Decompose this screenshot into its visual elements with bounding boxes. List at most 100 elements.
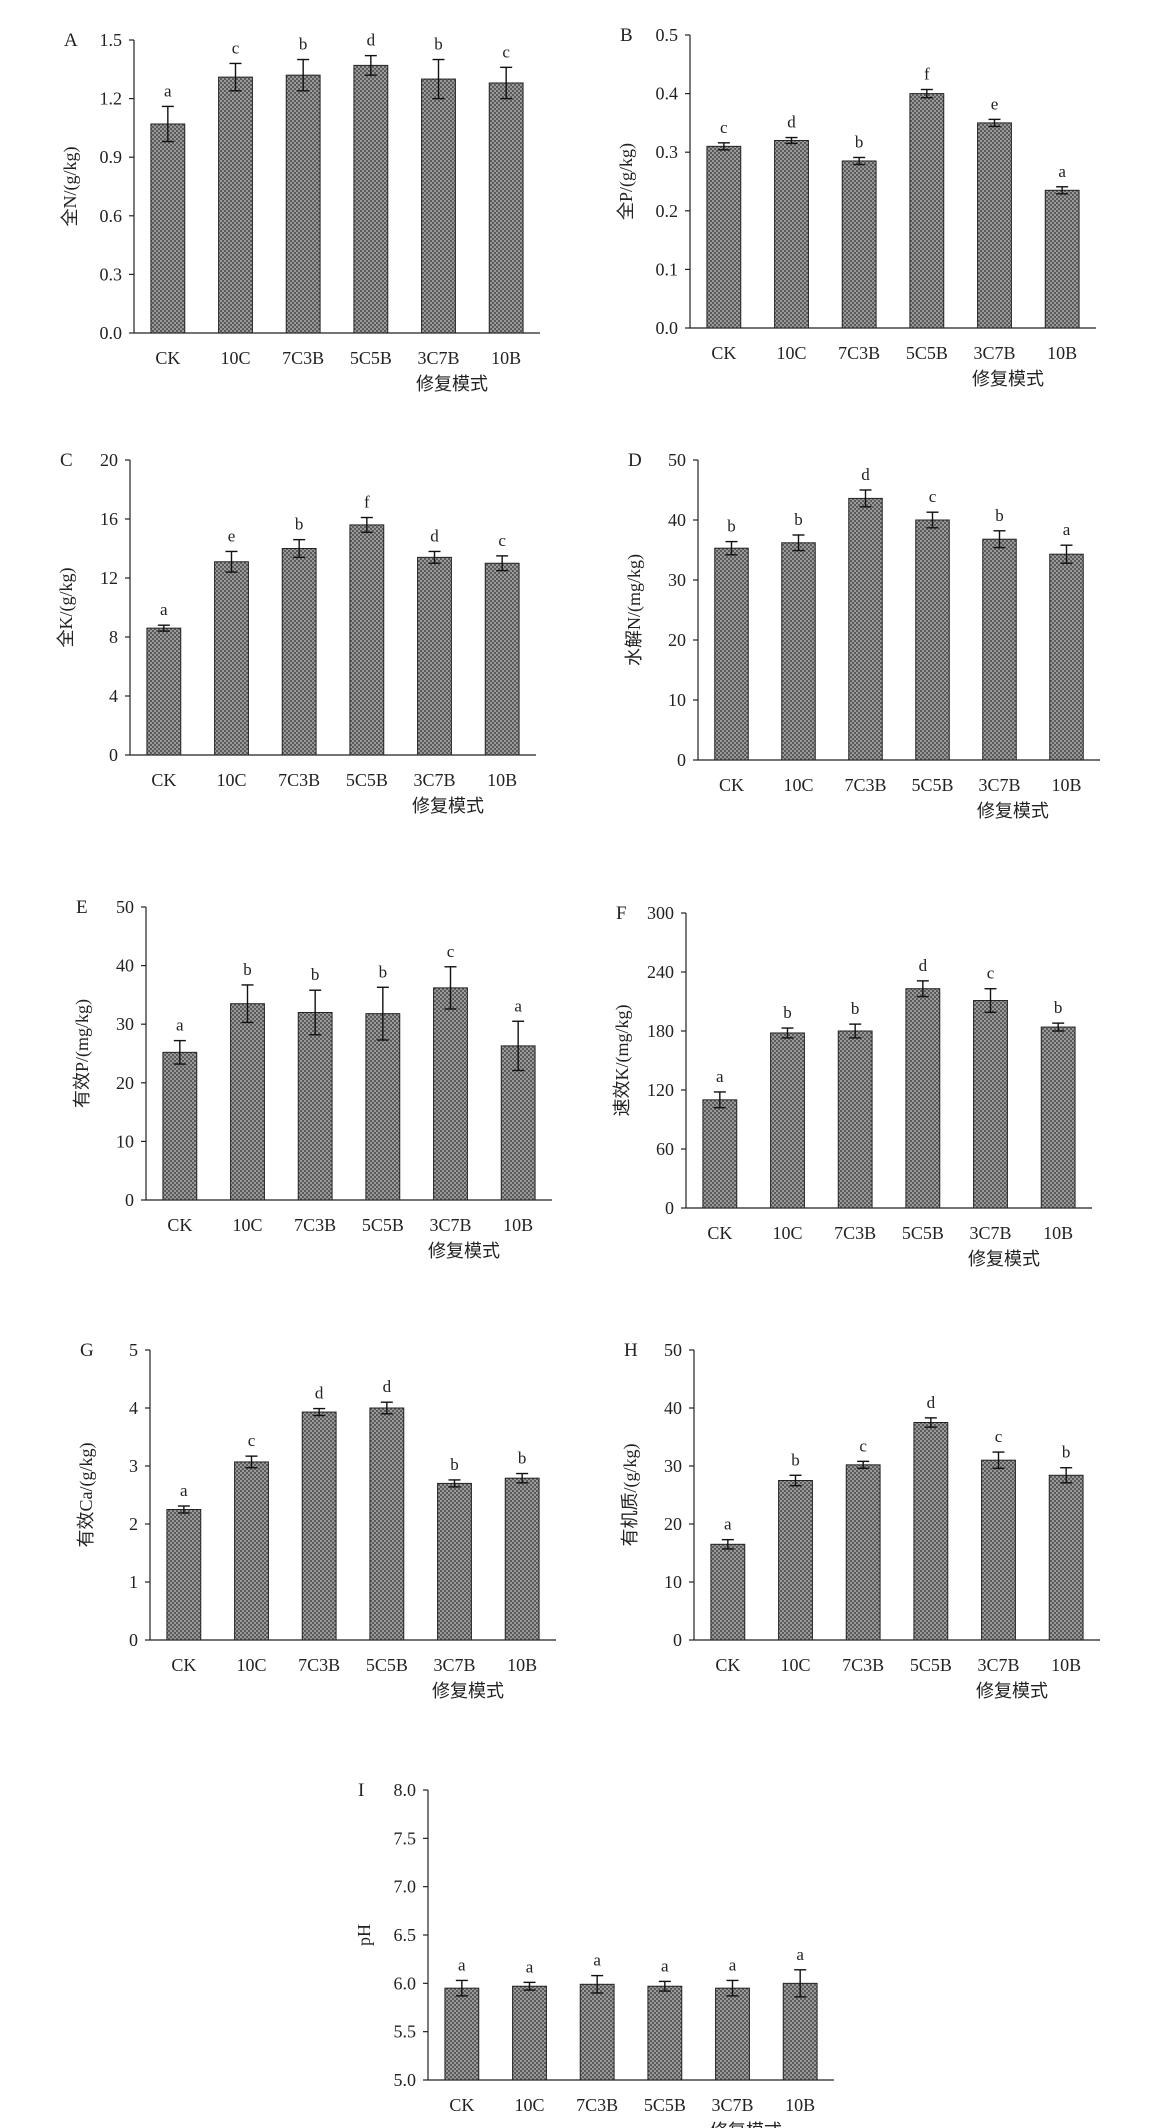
x-tick-label: 10B — [1051, 1655, 1081, 1675]
bar — [234, 1461, 269, 1641]
significance-letter: a — [526, 1957, 534, 1976]
bar — [714, 547, 749, 761]
bar — [301, 1411, 337, 1641]
significance-letter: c — [995, 1427, 1003, 1446]
x-tick-label: 3C7B — [969, 1223, 1011, 1243]
significance-letter: a — [716, 1067, 724, 1086]
y-tick-label: 1 — [129, 1572, 138, 1592]
x-tick-label: 3C7B — [711, 2095, 753, 2115]
bar — [150, 123, 186, 334]
bar — [778, 1480, 813, 1641]
x-tick-label: 7C3B — [282, 348, 324, 368]
x-tick-label: 5C5B — [910, 1655, 952, 1675]
x-tick-label: 10B — [785, 2095, 815, 2115]
bar — [973, 1000, 1008, 1209]
x-tick-label: 10B — [1051, 775, 1081, 795]
significance-letter: c — [248, 1431, 256, 1450]
significance-letter: d — [315, 1384, 324, 1403]
x-tick-label: CK — [449, 2095, 474, 2115]
y-tick-label: 30 — [664, 1456, 682, 1476]
chart-panel-b: B 0.0 0.1 0.2 0.3 0.4 0.5 全P/(g/kg) c CK d 10C b 7C3B… — [616, 25, 1096, 389]
significance-letter: a — [176, 1016, 184, 1035]
y-tick-label: 6.0 — [394, 1973, 417, 1993]
bar — [162, 1051, 198, 1201]
significance-letter: a — [1063, 520, 1071, 539]
panel-letter: C — [60, 450, 73, 471]
y-tick-label: 6.5 — [394, 1925, 417, 1945]
bar — [349, 524, 385, 756]
x-tick-label: 7C3B — [838, 343, 880, 363]
y-tick-label: 0 — [109, 745, 118, 765]
x-tick-label: 3C7B — [413, 770, 455, 790]
significance-letter: f — [924, 64, 930, 83]
significance-letter: e — [991, 94, 999, 113]
x-tick-label: 10B — [487, 770, 517, 790]
panel-letter: D — [628, 450, 642, 471]
x-tick-label: 10C — [514, 2095, 544, 2115]
significance-letter: a — [593, 1951, 601, 1970]
x-axis-title: 修复模式 — [428, 1241, 500, 1261]
x-tick-label: 10B — [503, 1215, 533, 1235]
x-tick-label: 5C5B — [366, 1655, 408, 1675]
y-axis-title: 全N/(g/kg) — [60, 147, 81, 227]
y-tick-label: 5 — [129, 1340, 138, 1360]
significance-letter: b — [851, 999, 860, 1018]
y-tick-label: 20 — [668, 630, 686, 650]
y-tick-label: 10 — [116, 1131, 134, 1151]
y-axis-title: 水解N/(mg/kg) — [624, 554, 645, 666]
y-tick-label: 7.5 — [394, 1828, 417, 1848]
significance-letter: c — [502, 42, 510, 61]
y-tick-label: 3 — [129, 1456, 138, 1476]
significance-letter: d — [383, 1377, 392, 1396]
bar — [421, 78, 456, 334]
y-tick-label: 20 — [116, 1073, 134, 1093]
significance-letter: d — [861, 465, 870, 484]
y-tick-label: 40 — [664, 1398, 682, 1418]
y-tick-label: 0.0 — [656, 318, 679, 338]
significance-letter: c — [929, 487, 937, 506]
bar — [913, 1422, 949, 1641]
x-tick-label: 10C — [232, 1215, 262, 1235]
y-tick-label: 0.3 — [656, 142, 679, 162]
significance-letter: a — [661, 1956, 669, 1975]
x-tick-label: 5C5B — [644, 2095, 686, 2115]
x-axis-title: 修复模式 — [416, 374, 488, 394]
panel-letter: A — [64, 30, 78, 51]
significance-letter: f — [364, 493, 370, 512]
x-axis-title: 修复模式 — [968, 1249, 1040, 1269]
x-tick-label: 10C — [216, 770, 246, 790]
x-tick-label: 5C5B — [362, 1215, 404, 1235]
significance-letter: d — [927, 1393, 936, 1412]
bar — [365, 1013, 401, 1201]
panel-letter: G — [80, 1340, 94, 1361]
y-tick-label: 5.0 — [394, 2070, 417, 2090]
y-tick-label: 50 — [664, 1340, 682, 1360]
bar — [702, 1099, 738, 1209]
bar — [166, 1509, 202, 1641]
x-tick-label: 5C5B — [902, 1223, 944, 1243]
y-tick-label: 40 — [116, 956, 134, 976]
bar — [444, 1987, 480, 2081]
chart-panel-d: D 0 10 20 30 40 50 水解N/(mg/kg) b CK b 10C d 7C3B c 5C5B… — [624, 450, 1100, 821]
y-tick-label: 8.0 — [394, 1780, 417, 1800]
x-axis-title: 修复模式 — [977, 801, 1049, 821]
significance-letter: c — [720, 118, 728, 137]
x-tick-label: 7C3B — [294, 1215, 336, 1235]
y-tick-label: 4 — [109, 686, 118, 706]
x-tick-label: CK — [155, 348, 180, 368]
x-tick-label: 5C5B — [911, 775, 953, 795]
x-axis-title: 修复模式 — [412, 796, 484, 816]
bar — [774, 139, 809, 329]
bar — [981, 1459, 1016, 1641]
bar — [647, 1985, 683, 2081]
significance-letter: b — [379, 962, 388, 981]
bar — [512, 1985, 547, 2081]
significance-letter: c — [859, 1436, 867, 1455]
significance-letter: a — [514, 996, 522, 1015]
y-tick-label: 1.2 — [100, 89, 123, 109]
x-tick-label: CK — [711, 343, 736, 363]
x-tick-label: 3C7B — [977, 1655, 1019, 1675]
y-tick-label: 40 — [668, 510, 686, 530]
significance-letter: b — [311, 965, 320, 984]
x-tick-label: 10B — [491, 348, 521, 368]
